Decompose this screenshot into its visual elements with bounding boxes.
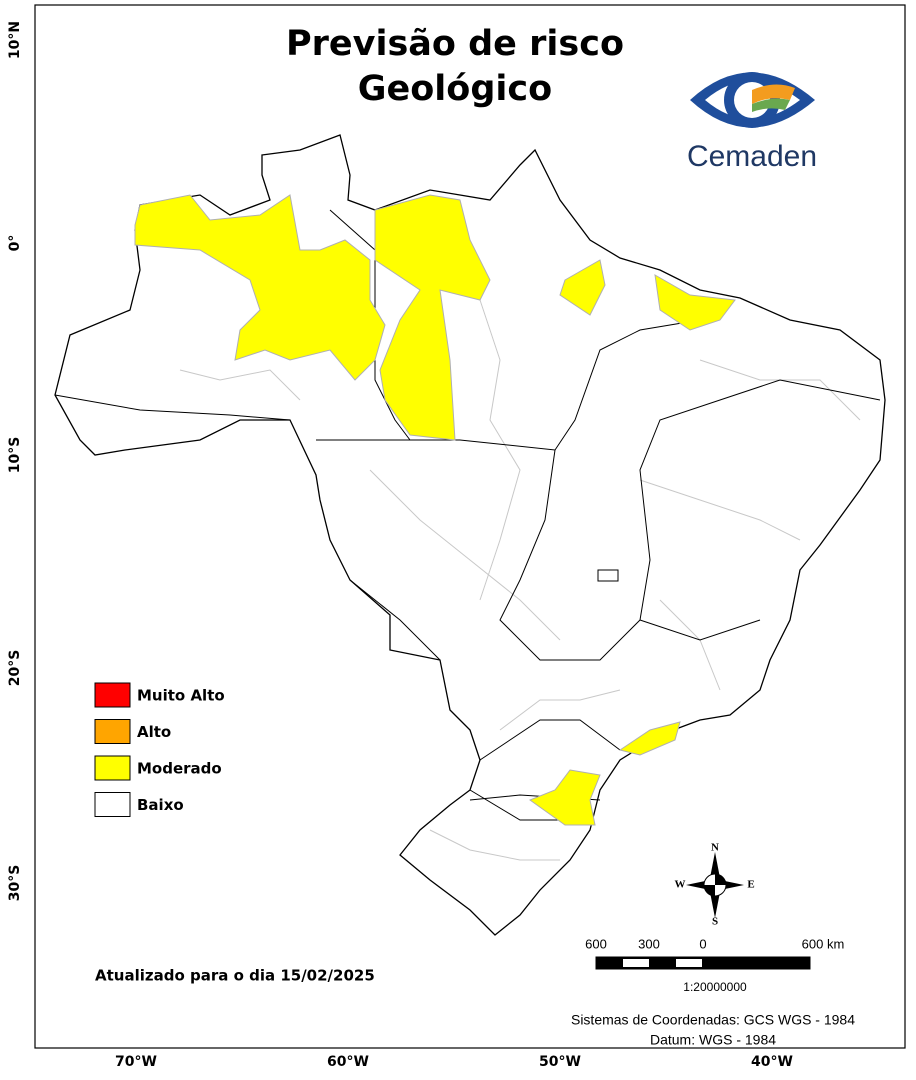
legend-label: Baixo [137, 796, 184, 814]
risk-region [654, 274, 736, 331]
risk-region [528, 769, 601, 826]
logo-icon [690, 72, 815, 128]
longitude-label: 50°W [539, 1054, 581, 1070]
scale-bar [595, 956, 811, 970]
title-line: Previsão de risco [286, 24, 624, 64]
legend-swatch [94, 719, 131, 744]
footer-note: Datum: WGS - 1984 [650, 1032, 776, 1048]
compass-rose [686, 852, 744, 918]
legend-swatch [94, 682, 131, 708]
scale-label: 600 km [802, 936, 845, 951]
legend-label: Moderado [137, 760, 222, 778]
longitude-label: 60°W [327, 1054, 369, 1070]
latitude-label: 10°S [7, 437, 23, 474]
longitude-label: 70°W [115, 1054, 157, 1070]
scale-label: 0 [699, 936, 706, 951]
update-date: Atualizado para o dia 15/02/2025 [95, 967, 375, 985]
scale-label: 600 [585, 936, 607, 951]
latitude-label: 10°N [7, 21, 23, 59]
compass-letter: N [711, 842, 719, 854]
risk-region [618, 721, 681, 756]
legend-swatch [94, 755, 131, 781]
compass-letter: E [747, 879, 754, 891]
scale-ratio: 1:20000000 [683, 980, 747, 994]
legend-swatch [94, 792, 131, 817]
longitude-label: 40°W [751, 1054, 793, 1070]
compass-letter: W [675, 879, 686, 891]
moderate-risk-regions [134, 194, 736, 826]
latitude-label: 30°S [7, 865, 23, 902]
title-line: Geológico [358, 69, 552, 109]
risk-region [374, 194, 491, 441]
compass-letter: S [712, 916, 718, 928]
risk-region [134, 194, 386, 381]
risk-region [559, 259, 606, 316]
latitude-label: 0° [7, 235, 23, 252]
logo-text: Cemaden [687, 140, 817, 173]
scale-label: 300 [638, 936, 660, 951]
latitude-label: 20°S [7, 650, 23, 687]
footer-note: Sistemas de Coordenadas: GCS WGS - 1984 [571, 1012, 855, 1028]
legend-label: Muito Alto [137, 687, 225, 705]
legend-label: Alto [137, 723, 171, 741]
